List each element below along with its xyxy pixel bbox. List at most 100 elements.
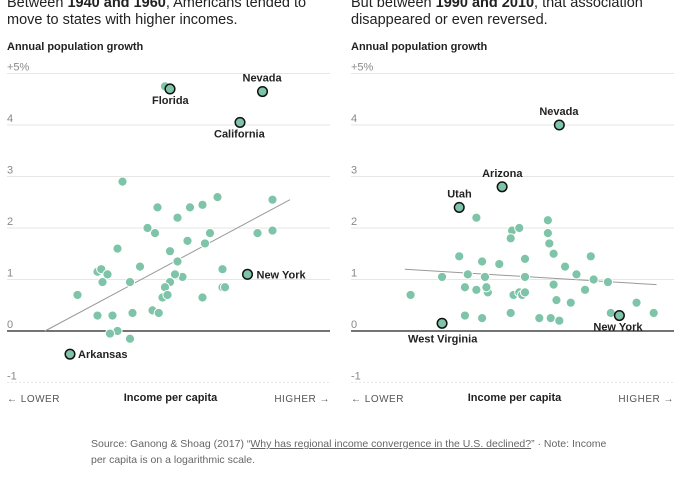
data-point bbox=[471, 212, 482, 223]
data-point bbox=[588, 274, 599, 285]
y-tick-label: 3 bbox=[351, 165, 357, 177]
data-point bbox=[459, 282, 471, 293]
data-point bbox=[217, 264, 228, 275]
data-point bbox=[505, 307, 516, 319]
y-tick-label: +5% bbox=[351, 62, 374, 74]
point-label: Arizona bbox=[482, 168, 523, 180]
highlighted-point bbox=[436, 317, 448, 329]
trend-line bbox=[404, 268, 657, 286]
headline-right-bold: 1990 and 2010 bbox=[435, 0, 535, 11]
data-point bbox=[142, 222, 153, 234]
data-point bbox=[197, 199, 208, 210]
data-point bbox=[97, 276, 108, 288]
highlighted-point bbox=[453, 201, 465, 213]
data-point bbox=[104, 328, 116, 339]
headline-right-pre: But between bbox=[351, 0, 436, 11]
data-point bbox=[579, 284, 591, 295]
x-axis-high-label: HIGHER → bbox=[274, 394, 330, 405]
data-point bbox=[124, 333, 136, 344]
data-point bbox=[554, 315, 565, 326]
data-point bbox=[571, 269, 582, 280]
point-label: West Virginia bbox=[408, 333, 478, 345]
data-point bbox=[252, 228, 263, 239]
data-point bbox=[477, 313, 488, 324]
data-point bbox=[545, 313, 556, 324]
data-point bbox=[152, 202, 163, 213]
point-label: Nevada bbox=[539, 106, 579, 118]
data-point bbox=[585, 251, 596, 262]
y-tick-label: 0 bbox=[351, 319, 357, 331]
data-point bbox=[602, 276, 614, 288]
source-note: Source: Ganong & Shoag (2017) “Why has r… bbox=[91, 436, 611, 468]
data-point bbox=[481, 282, 492, 293]
x-axis-high-label: HIGHER → bbox=[618, 394, 674, 405]
highlighted-point bbox=[553, 119, 565, 131]
data-point bbox=[117, 176, 128, 187]
x-axis-title: Income per capita bbox=[468, 392, 562, 404]
data-point bbox=[477, 256, 488, 267]
headline-right: But between 1990 and 2010, that associat… bbox=[351, 0, 686, 29]
x-axis-title: Income per capita bbox=[124, 392, 218, 404]
data-point bbox=[542, 228, 553, 239]
source-link[interactable]: Why has regional income convergence in t… bbox=[250, 438, 532, 450]
data-point bbox=[479, 271, 491, 283]
highlighted-point bbox=[496, 181, 508, 193]
y-tick-label: 3 bbox=[7, 165, 13, 177]
data-point bbox=[648, 307, 659, 319]
highlighted-point bbox=[613, 310, 625, 322]
y-tick-label: 1 bbox=[7, 268, 13, 280]
data-point bbox=[164, 246, 176, 257]
data-point bbox=[212, 192, 223, 203]
headline-right-post: , that association disappeared or even r… bbox=[351, 0, 643, 28]
data-point bbox=[107, 310, 118, 321]
data-point bbox=[112, 243, 123, 254]
point-label: California bbox=[214, 128, 266, 140]
y-tick-label: 0 bbox=[7, 319, 13, 331]
data-point bbox=[199, 238, 211, 249]
highlighted-point bbox=[164, 83, 176, 95]
y-tick-label: -1 bbox=[351, 371, 361, 383]
data-point bbox=[172, 212, 183, 223]
y-axis-title: Annual population growth bbox=[351, 41, 488, 53]
data-point bbox=[92, 310, 103, 321]
data-point bbox=[565, 297, 576, 308]
headline-left-post: , Americans tended to move to states wit… bbox=[7, 0, 307, 28]
data-point bbox=[153, 307, 164, 319]
data-point bbox=[454, 251, 465, 262]
y-tick-label: 2 bbox=[7, 216, 13, 228]
point-label: New York bbox=[593, 322, 643, 334]
headline-left-pre: Between bbox=[7, 0, 68, 11]
point-label: New York bbox=[257, 269, 307, 281]
data-point bbox=[519, 287, 531, 298]
data-point bbox=[172, 256, 183, 267]
highlighted-point bbox=[64, 348, 76, 360]
data-point bbox=[519, 271, 531, 283]
highlighted-point bbox=[256, 85, 269, 98]
data-point bbox=[542, 215, 553, 226]
x-axis-low-label: ← LOWER bbox=[7, 394, 60, 405]
data-point bbox=[124, 276, 136, 288]
point-label: Utah bbox=[447, 188, 472, 200]
data-point bbox=[548, 248, 559, 259]
data-point bbox=[631, 297, 642, 308]
data-point bbox=[471, 284, 482, 295]
data-point bbox=[551, 295, 562, 306]
data-point bbox=[267, 225, 278, 236]
data-point bbox=[519, 253, 531, 264]
data-point bbox=[559, 261, 571, 272]
data-point bbox=[544, 238, 555, 249]
data-point bbox=[436, 271, 448, 283]
data-point bbox=[514, 222, 525, 234]
highlighted-point bbox=[234, 116, 246, 128]
data-point bbox=[72, 289, 83, 301]
data-point bbox=[204, 228, 216, 239]
data-point bbox=[219, 282, 231, 293]
data-point bbox=[534, 313, 545, 324]
data-point bbox=[462, 269, 473, 280]
point-label: Nevada bbox=[243, 73, 283, 85]
x-axis-low-label: ← LOWER bbox=[351, 394, 404, 405]
data-point bbox=[102, 269, 113, 280]
point-label: Arkansas bbox=[78, 349, 128, 361]
data-point bbox=[162, 289, 173, 301]
data-point bbox=[197, 292, 208, 303]
